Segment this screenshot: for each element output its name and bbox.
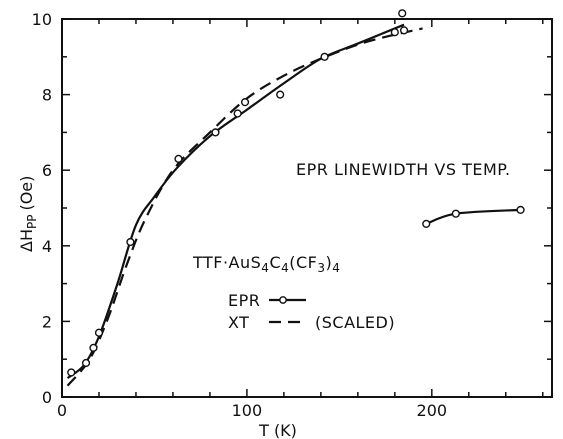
data-point-epr [320,52,329,61]
ticks [61,18,552,398]
y-tick-label: 6 [42,161,52,180]
data-point-epr [240,98,250,107]
y-tick-label: 0 [42,388,52,407]
series-line-xt-3 [66,27,423,387]
compound-sub: 4 [261,261,269,275]
series-layer [66,23,521,387]
compound-part: TTF·AuS [192,253,261,272]
compound-part: C [269,253,281,272]
data-point-epr [390,28,399,37]
legend-label-xt: XT [228,313,249,332]
y-tick-label: 10 [32,10,52,29]
data-point-epr [398,9,407,18]
compound-sub: 4 [332,261,340,275]
x-tick-label: 200 [417,401,448,420]
data-point-epr [174,154,183,163]
data-point-epr [126,237,135,247]
compound-sub: 4 [281,261,289,275]
y-axis-subscript: PP [25,215,39,229]
plot-frame [61,18,553,398]
data-point-epr [89,343,98,352]
data-point-epr [211,128,220,137]
data-point-epr [399,26,409,35]
tick-labels: 0 100 200 0 2 4 6 8 10 [32,10,447,420]
compound-part: ) [326,253,333,272]
x-tick-label: 0 [57,401,67,420]
data-point-epr [516,205,525,214]
y-axis-title: ΔHPP (Oe) [17,176,39,252]
y-tick-label: 8 [42,86,52,105]
data-point-epr [81,358,91,368]
series-line-epr-2 [425,208,521,225]
legend-note-xt: (SCALED) [315,313,395,332]
y-tick-label: 2 [42,312,52,331]
annotation-title: EPR LINEWIDTH VS TEMP. [296,160,511,179]
data-point-epr [67,368,76,377]
legend: EPR XT (SCALED) [228,291,395,332]
marker-layer [67,9,525,377]
legend-label-epr: EPR [228,291,260,310]
annotation-compound: TTF·AuS4C4(CF3)4 [192,253,340,275]
data-point-epr [233,109,242,118]
data-point-epr [451,209,460,218]
y-tick-label: 4 [42,237,52,256]
legend-marker-epr [279,296,287,304]
data-point-epr [422,219,431,228]
data-point-epr [276,90,285,99]
x-tick-label: 100 [232,401,263,420]
x-axis-title: T (K) [258,421,297,439]
compound-sub: 3 [317,261,325,275]
compound-part: (CF [289,253,317,272]
y-axis-symbol: ΔH [17,229,36,252]
data-point-epr [94,328,104,337]
axes [61,18,553,398]
y-axis-unit: (Oe) [17,176,36,211]
